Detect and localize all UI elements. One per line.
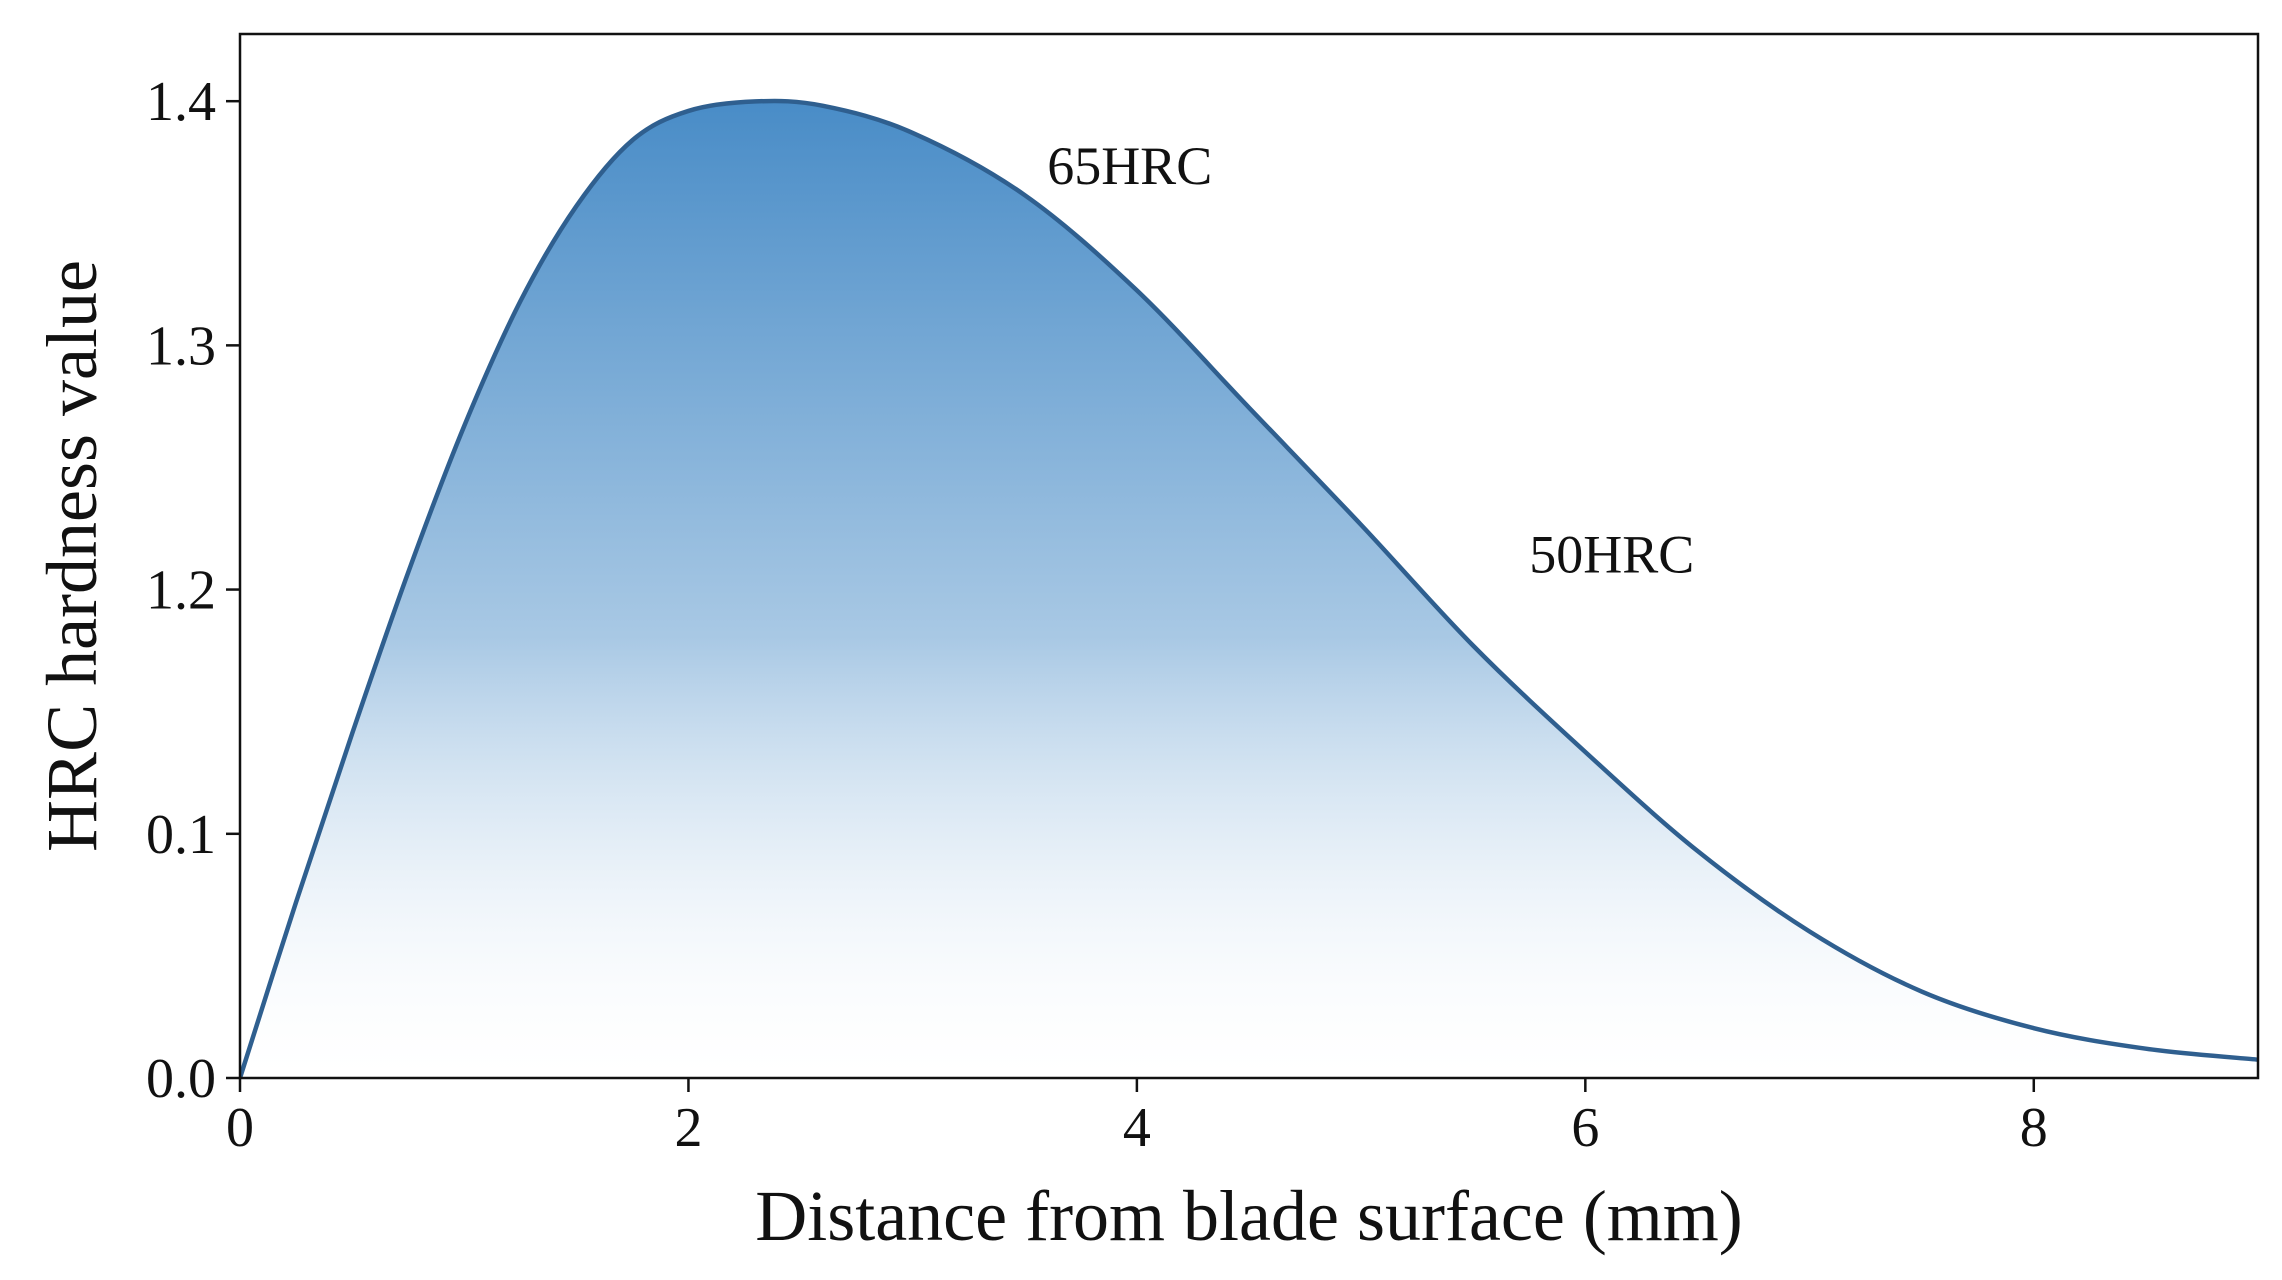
y-axis-ticks: 0.0 0.1 1.2 1.3 1.4: [146, 71, 240, 1110]
x-tick-label: 6: [1571, 1097, 1599, 1159]
y-tick-label: 0.1: [146, 804, 216, 866]
curve-layer: [240, 98, 2258, 1078]
annotation-layer: 65HRC 50HRC: [1047, 136, 1694, 584]
x-axis-ticks: 0 2 4 6 8: [226, 1078, 2048, 1159]
area-fill: [240, 100, 2258, 1078]
x-tick-label: 4: [1123, 1097, 1151, 1159]
y-tick-label: 0.0: [146, 1048, 216, 1110]
x-tick-label: 8: [2020, 1097, 2048, 1159]
x-axis-title: Distance from blade surface (mm): [755, 1176, 1743, 1256]
curve-annotation: 50HRC: [1529, 524, 1694, 584]
x-tick-label: 0: [226, 1097, 254, 1159]
y-tick-label: 1.4: [146, 71, 216, 133]
y-tick-label: 1.3: [146, 315, 216, 377]
curve-line: [240, 98, 2258, 1078]
plot-frame: [238, 32, 2260, 1080]
x-tick-label: 2: [674, 1097, 702, 1159]
y-tick-label: 1.2: [146, 560, 216, 622]
y-axis-title: HRC hardness value: [32, 260, 112, 852]
curve-annotation: 65HRC: [1047, 136, 1212, 196]
area-fill-layer: [240, 100, 2258, 1078]
